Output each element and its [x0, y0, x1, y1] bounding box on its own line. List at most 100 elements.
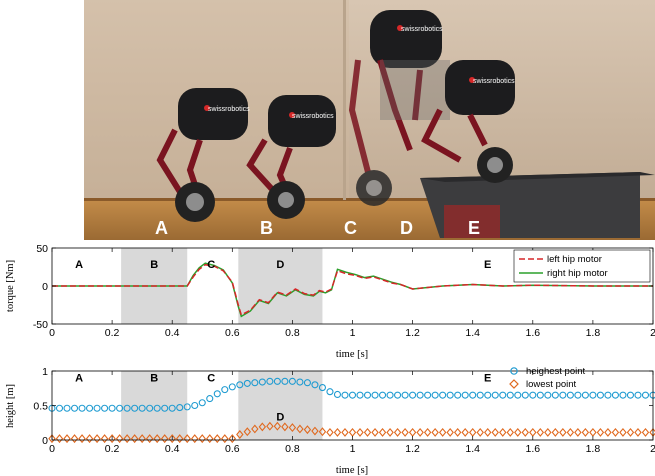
point-highest	[183, 403, 191, 411]
point-lowest	[461, 427, 469, 437]
point-lowest	[213, 434, 221, 444]
c2-xtick-label: 1.8	[586, 443, 601, 455]
photo-label-b: B	[260, 218, 273, 238]
photo-label-c: C	[344, 218, 357, 238]
point-highest	[116, 404, 124, 412]
point-lowest	[559, 427, 567, 437]
point-highest	[416, 391, 424, 399]
point-highest	[446, 391, 454, 399]
point-highest	[536, 391, 544, 399]
point-highest	[363, 391, 372, 399]
point-lowest	[408, 427, 417, 437]
series-line-left-hip-motor	[52, 263, 653, 316]
point-lowest	[499, 427, 507, 437]
point-lowest	[311, 426, 319, 436]
point-highest	[431, 391, 439, 399]
point-lowest	[78, 434, 86, 444]
point-lowest	[438, 427, 447, 437]
point-highest	[251, 379, 259, 387]
legend-label-left: left hip motor	[547, 254, 602, 265]
point-highest	[221, 386, 229, 394]
point-highest	[506, 391, 514, 399]
point-lowest	[100, 434, 109, 444]
point-lowest	[228, 434, 237, 444]
point-lowest	[506, 427, 514, 437]
robot-photo: swissrobotics swissrobotics swissrobotic…	[84, 0, 655, 240]
point-lowest	[393, 427, 402, 437]
point-highest	[161, 404, 169, 412]
legend-marker-highest	[510, 367, 518, 375]
point-lowest	[378, 427, 387, 437]
point-lowest	[596, 427, 605, 437]
c1-xtick-label: 0.6	[225, 327, 240, 339]
point-highest	[491, 391, 499, 399]
point-highest	[514, 391, 522, 399]
point-lowest	[48, 434, 56, 444]
point-highest	[191, 401, 199, 410]
photo-label-e: E	[468, 218, 480, 238]
point-lowest	[318, 427, 327, 437]
point-highest	[611, 391, 619, 399]
c2-phase-shade-b	[121, 371, 188, 440]
point-lowest	[123, 434, 131, 444]
c1-xtick-label: 1.8	[586, 327, 601, 339]
point-lowest	[371, 427, 379, 437]
point-highest	[93, 404, 101, 412]
c2-xtick-label: 0.8	[285, 443, 300, 455]
point-highest	[258, 378, 266, 386]
c1-xtick-label: 0	[49, 327, 55, 339]
point-lowest	[581, 427, 590, 437]
point-highest	[378, 391, 387, 399]
c1-xtick-label: 0.2	[105, 327, 120, 339]
point-highest	[589, 391, 597, 399]
point-highest	[641, 391, 650, 399]
point-lowest	[130, 434, 139, 444]
point-highest	[101, 404, 109, 412]
legend-marker-lowest	[509, 379, 519, 389]
point-highest	[604, 391, 612, 399]
point-lowest	[416, 427, 424, 437]
c1-xtick-label: 0.8	[285, 327, 300, 339]
point-highest	[318, 384, 327, 392]
point-highest	[236, 381, 244, 389]
c1-phase-label-d: D	[276, 259, 284, 271]
point-lowest	[514, 427, 522, 437]
point-lowest	[363, 427, 372, 437]
point-lowest	[634, 427, 642, 437]
c2-phase-label-c: C	[207, 372, 215, 384]
point-highest	[386, 391, 394, 399]
point-lowest	[296, 424, 304, 434]
point-lowest	[521, 427, 530, 437]
torque-y-label: torque [Nm]	[5, 260, 16, 312]
legend-label-right: right hip motor	[547, 268, 608, 279]
robot-pose-b	[246, 95, 336, 219]
point-highest	[63, 404, 71, 412]
point-highest	[78, 404, 86, 412]
c2-xtick-label: 0.4	[165, 443, 180, 455]
point-highest	[439, 391, 447, 399]
point-lowest	[604, 427, 612, 437]
robot-pose-e	[421, 60, 515, 183]
point-lowest	[611, 427, 620, 437]
point-lowest	[423, 427, 432, 437]
point-highest	[574, 391, 582, 399]
point-highest	[266, 377, 274, 385]
point-lowest	[160, 434, 169, 444]
robot-logo-a: swissrobotics	[208, 106, 250, 113]
point-highest	[86, 404, 94, 412]
point-lowest	[258, 422, 267, 432]
point-highest	[356, 391, 364, 399]
c2-ytick-label: 1	[42, 366, 48, 378]
height-chart: 0 0.2 0.4 0.6 0.8 1 1.2 1.4 1.6 1.8 2 0 0.5 1 A B C D E h…	[5, 366, 655, 476]
c2-phase-label-d: D	[276, 412, 284, 424]
point-lowest	[468, 427, 477, 437]
point-highest	[551, 391, 559, 399]
point-lowest	[491, 427, 499, 437]
point-lowest	[341, 427, 349, 437]
point-lowest	[453, 427, 462, 437]
point-highest	[566, 391, 574, 399]
point-highest	[206, 395, 214, 403]
point-lowest	[251, 424, 259, 434]
point-highest	[649, 391, 655, 399]
c2-ytick-label: 0	[42, 435, 48, 447]
